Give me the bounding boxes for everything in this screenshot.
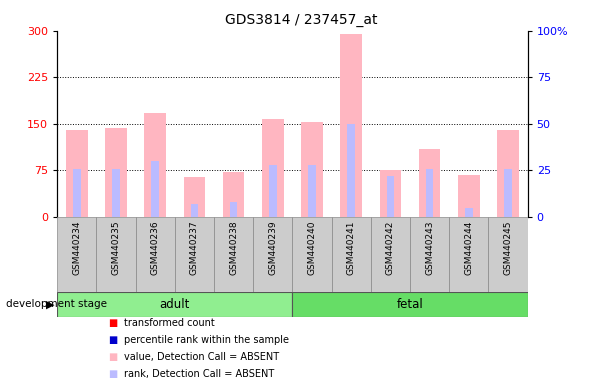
Bar [332, 217, 371, 292]
Bar [253, 217, 292, 292]
Text: GSM440235: GSM440235 [112, 221, 121, 275]
Text: ■: ■ [109, 369, 118, 379]
Bar [73, 169, 81, 217]
Text: percentile rank within the sample: percentile rank within the sample [124, 335, 289, 345]
Text: GSM440241: GSM440241 [347, 221, 356, 275]
Bar [136, 217, 175, 292]
Text: development stage: development stage [6, 299, 107, 310]
Bar [458, 175, 479, 217]
Bar [191, 204, 198, 217]
Text: GSM440240: GSM440240 [308, 221, 317, 275]
Bar [341, 34, 362, 217]
Bar [262, 119, 283, 217]
Bar [112, 169, 120, 217]
Text: ▶: ▶ [46, 299, 54, 310]
Text: GSM440237: GSM440237 [190, 221, 199, 275]
Bar [223, 172, 244, 217]
Bar [371, 217, 410, 292]
Text: GSM440245: GSM440245 [504, 221, 513, 275]
Text: fetal: fetal [397, 298, 423, 311]
Bar [347, 124, 355, 217]
Bar [145, 113, 166, 217]
Bar [387, 176, 394, 217]
Text: adult: adult [160, 298, 190, 311]
Text: rank, Detection Call = ABSENT: rank, Detection Call = ABSENT [124, 369, 274, 379]
Bar [66, 130, 87, 217]
Text: GSM440243: GSM440243 [425, 221, 434, 275]
Text: GDS3814 / 237457_at: GDS3814 / 237457_at [226, 13, 377, 27]
Bar [214, 217, 253, 292]
Bar [269, 165, 277, 217]
Bar [504, 169, 512, 217]
Bar [465, 208, 473, 217]
Bar [151, 161, 159, 217]
Bar [410, 217, 449, 292]
Bar [57, 292, 292, 317]
Bar [426, 169, 434, 217]
Bar [380, 170, 401, 217]
Text: ■: ■ [109, 352, 118, 362]
Bar [106, 128, 127, 217]
Bar [488, 217, 528, 292]
Bar [302, 122, 323, 217]
Bar [497, 130, 519, 217]
Text: GSM440242: GSM440242 [386, 221, 395, 275]
Bar [184, 177, 205, 217]
Text: GSM440236: GSM440236 [151, 221, 160, 275]
Bar [230, 202, 238, 217]
Bar [96, 217, 136, 292]
Bar [419, 149, 440, 217]
Bar [292, 292, 528, 317]
Text: value, Detection Call = ABSENT: value, Detection Call = ABSENT [124, 352, 279, 362]
Text: transformed count: transformed count [124, 318, 214, 328]
Text: GSM440244: GSM440244 [464, 221, 473, 275]
Bar [449, 217, 488, 292]
Bar [308, 165, 316, 217]
Text: ■: ■ [109, 335, 118, 345]
Bar [57, 217, 96, 292]
Text: ■: ■ [109, 318, 118, 328]
Bar [175, 217, 214, 292]
Text: GSM440234: GSM440234 [72, 221, 81, 275]
Text: GSM440238: GSM440238 [229, 221, 238, 275]
Text: GSM440239: GSM440239 [268, 221, 277, 275]
Bar [292, 217, 332, 292]
